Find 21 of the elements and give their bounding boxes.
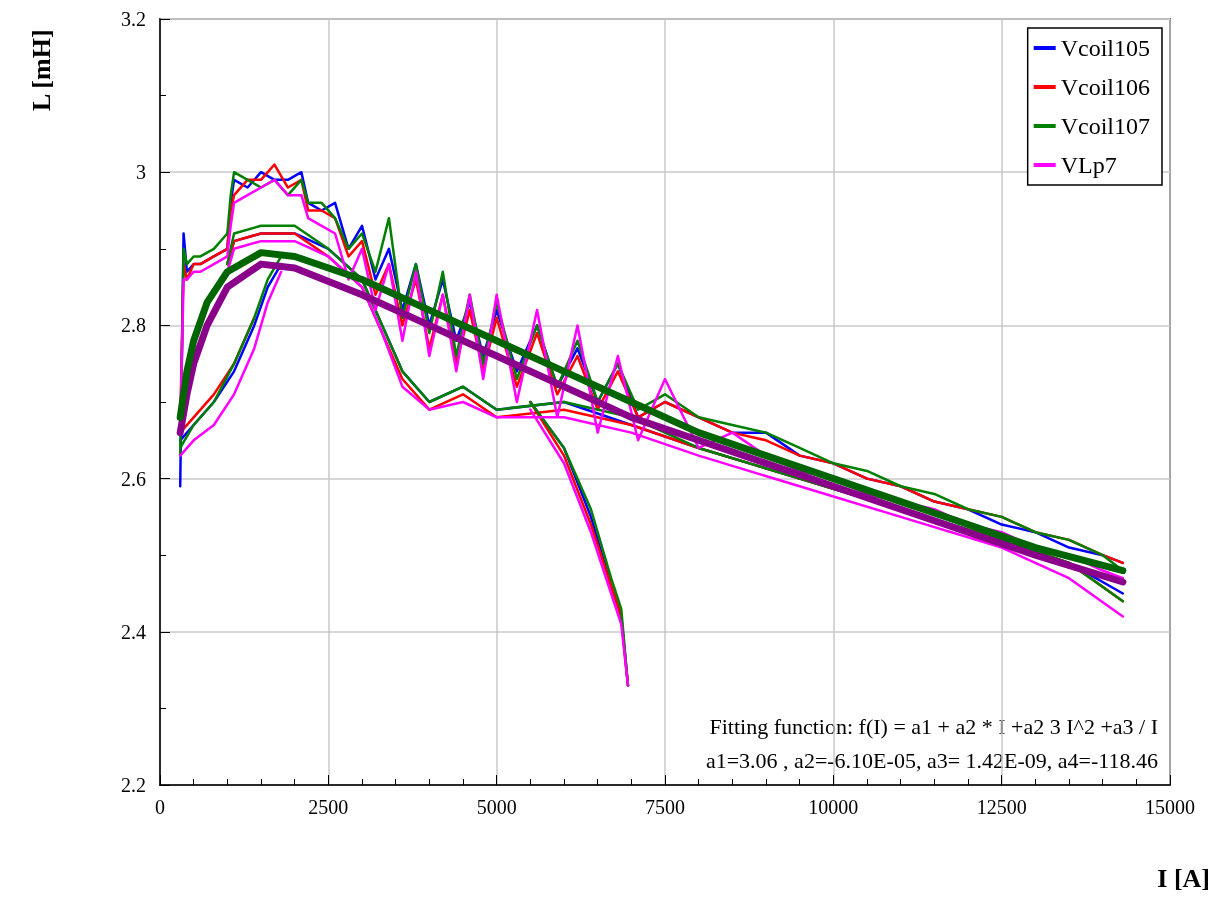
x-tick-label: 5000 (476, 796, 517, 818)
y-tick-label: 2.8 (121, 314, 146, 337)
x-tick-label: 7500 (645, 796, 685, 818)
y-axis-title: L [mH] (26, 29, 56, 112)
x-tick-label: 10000 (808, 796, 859, 818)
legend-label: Vcoil107 (1060, 113, 1151, 139)
y-tick-label: 3.2 (121, 8, 146, 30)
y-tick-label: 2.6 (121, 467, 146, 490)
x-axis-title: I [A] (1157, 863, 1211, 893)
y-tick-label: 3 (136, 161, 146, 184)
annotation: a1=3.06 , a2=-6.10E-05, a3= 1.42E-09, a4=-118.46 (705, 747, 1159, 773)
y-tick-label: 2.2 (121, 774, 146, 796)
annotation: Fitting function: f(I) = a1 + a2 * I +a2 3 I^2 +a3 / I (709, 713, 1159, 739)
x-tick-label: 2500 (308, 796, 349, 818)
y-tick-label: 2.4 (121, 620, 146, 643)
legend-label: Vcoil106 (1060, 74, 1151, 100)
legend-label: VLp7 (1060, 152, 1117, 178)
x-tick-label: 15000 (1145, 796, 1195, 818)
legend-label: Vcoil105 (1060, 35, 1151, 61)
x-tick-label: 12500 (976, 796, 1027, 818)
x-tick-label: 0 (155, 796, 165, 818)
